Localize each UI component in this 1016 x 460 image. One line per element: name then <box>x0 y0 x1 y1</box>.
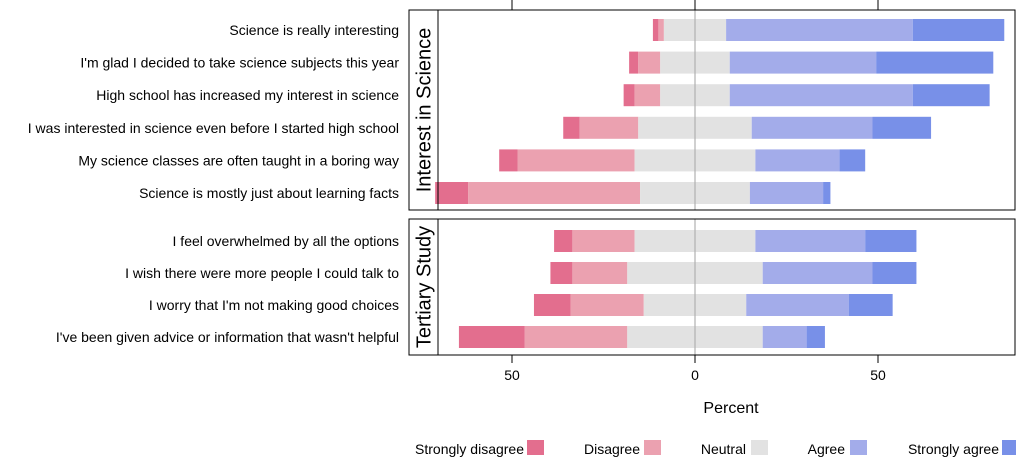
bar-strongly-agree <box>806 326 825 348</box>
strip-label: Interest in Science <box>414 28 436 193</box>
bar-strongly-disagree <box>629 51 639 74</box>
bar-strongly-agree <box>912 84 990 107</box>
bar-row <box>652 19 1005 41</box>
legend-item: Disagree <box>584 440 661 457</box>
legend-label: Neutral <box>701 441 746 457</box>
x-axis: Percent 50 0 50 <box>504 0 886 417</box>
bar-row <box>499 149 866 172</box>
bar-disagree <box>517 149 635 172</box>
bar-agree <box>746 294 849 316</box>
bar-strongly-disagree <box>458 326 525 348</box>
bar-disagree <box>570 294 644 316</box>
bar-disagree <box>638 51 661 74</box>
bar-strongly-agree <box>872 116 932 139</box>
item-label: My science classes are often taught in a… <box>78 152 399 168</box>
bar-agree <box>749 182 824 204</box>
legend-item: Strongly agree <box>908 440 1016 457</box>
chart-panels: Science is really interesting I'm glad I … <box>28 9 1016 356</box>
bar-row <box>435 182 831 204</box>
bar-strongly-disagree <box>563 116 580 139</box>
bar-strongly-agree <box>839 149 866 172</box>
bar-strongly-agree <box>848 294 893 316</box>
panel-border <box>408 9 1016 211</box>
x-axis-title: Percent <box>703 400 759 417</box>
panel-border <box>408 218 1016 356</box>
bar-disagree <box>634 84 661 107</box>
x-tick-label: 0 <box>691 367 699 383</box>
bar-strongly-agree <box>912 19 1005 41</box>
bar-agree <box>755 149 840 172</box>
item-label: I was interested in science even before … <box>28 120 399 136</box>
panel-1: Science is really interesting I'm glad I … <box>28 9 1016 211</box>
legend-label: Strongly disagree <box>415 441 524 457</box>
item-label: I've been given advice or information th… <box>56 329 399 345</box>
item-label: I'm glad I decided to take science subje… <box>80 55 399 71</box>
x-tick-label: 50 <box>504 367 520 383</box>
legend-swatch <box>1002 440 1016 455</box>
item-label: High school has increased my interest in… <box>96 87 399 103</box>
x-tick-label: 50 <box>870 367 886 383</box>
item-label: Science is mostly just about learning fa… <box>139 185 399 201</box>
legend-item: Neutral <box>701 440 768 457</box>
item-label: I wish there were more people I could ta… <box>125 265 399 281</box>
item-label: I worry that I'm not making good choices <box>149 297 399 313</box>
legend-swatch <box>644 440 661 455</box>
bar-strongly-disagree <box>623 84 635 107</box>
legend-swatch <box>751 440 768 455</box>
legend-swatch <box>850 440 867 455</box>
bar-row <box>563 116 932 139</box>
legend-swatch <box>527 440 544 455</box>
bar-row <box>554 230 917 252</box>
strip-label: Tertiary Study <box>414 226 436 348</box>
panel-strip <box>409 219 438 355</box>
bar-agree <box>729 84 913 107</box>
legend-label: Agree <box>808 441 846 457</box>
panel-2: I feel overwhelmed by all the options I w… <box>56 218 1016 356</box>
bar-disagree <box>579 116 639 139</box>
bar-row <box>550 262 917 284</box>
bar-strongly-disagree <box>554 230 573 252</box>
bar-strongly-agree <box>872 262 917 284</box>
bar-disagree <box>572 230 635 252</box>
bar-row <box>629 51 994 74</box>
legend-item: Strongly disagree <box>415 440 544 457</box>
legend-label: Disagree <box>584 441 640 457</box>
legend: Strongly disagree Disagree Neutral Agree Str… <box>415 440 1016 457</box>
bar-row <box>458 326 825 348</box>
bar-disagree <box>468 182 641 204</box>
bar-row <box>623 84 990 107</box>
item-label: I feel overwhelmed by all the options <box>173 233 399 249</box>
bar-strongly-agree <box>876 51 994 74</box>
bar-strongly-disagree <box>533 294 571 316</box>
legend-item: Agree <box>808 440 867 457</box>
bar-strongly-disagree <box>499 149 518 172</box>
bar-strongly-agree <box>865 230 917 252</box>
bar-disagree <box>524 326 628 348</box>
bar-agree <box>751 116 873 139</box>
bar-agree <box>729 51 877 74</box>
bar-strongly-disagree <box>652 19 659 41</box>
bar-agree <box>755 230 866 252</box>
bar-agree <box>762 326 807 348</box>
bar-disagree <box>572 262 628 284</box>
bar-disagree <box>658 19 664 41</box>
bar-strongly-disagree <box>550 262 573 284</box>
bar-strongly-agree <box>823 182 831 204</box>
legend-label: Strongly agree <box>908 441 999 457</box>
bar-agree <box>762 262 873 284</box>
bar-row <box>533 294 893 316</box>
bar-agree <box>726 19 913 41</box>
item-label: Science is really interesting <box>229 22 399 38</box>
bar-strongly-disagree <box>435 182 469 204</box>
panel-strip <box>409 10 438 210</box>
